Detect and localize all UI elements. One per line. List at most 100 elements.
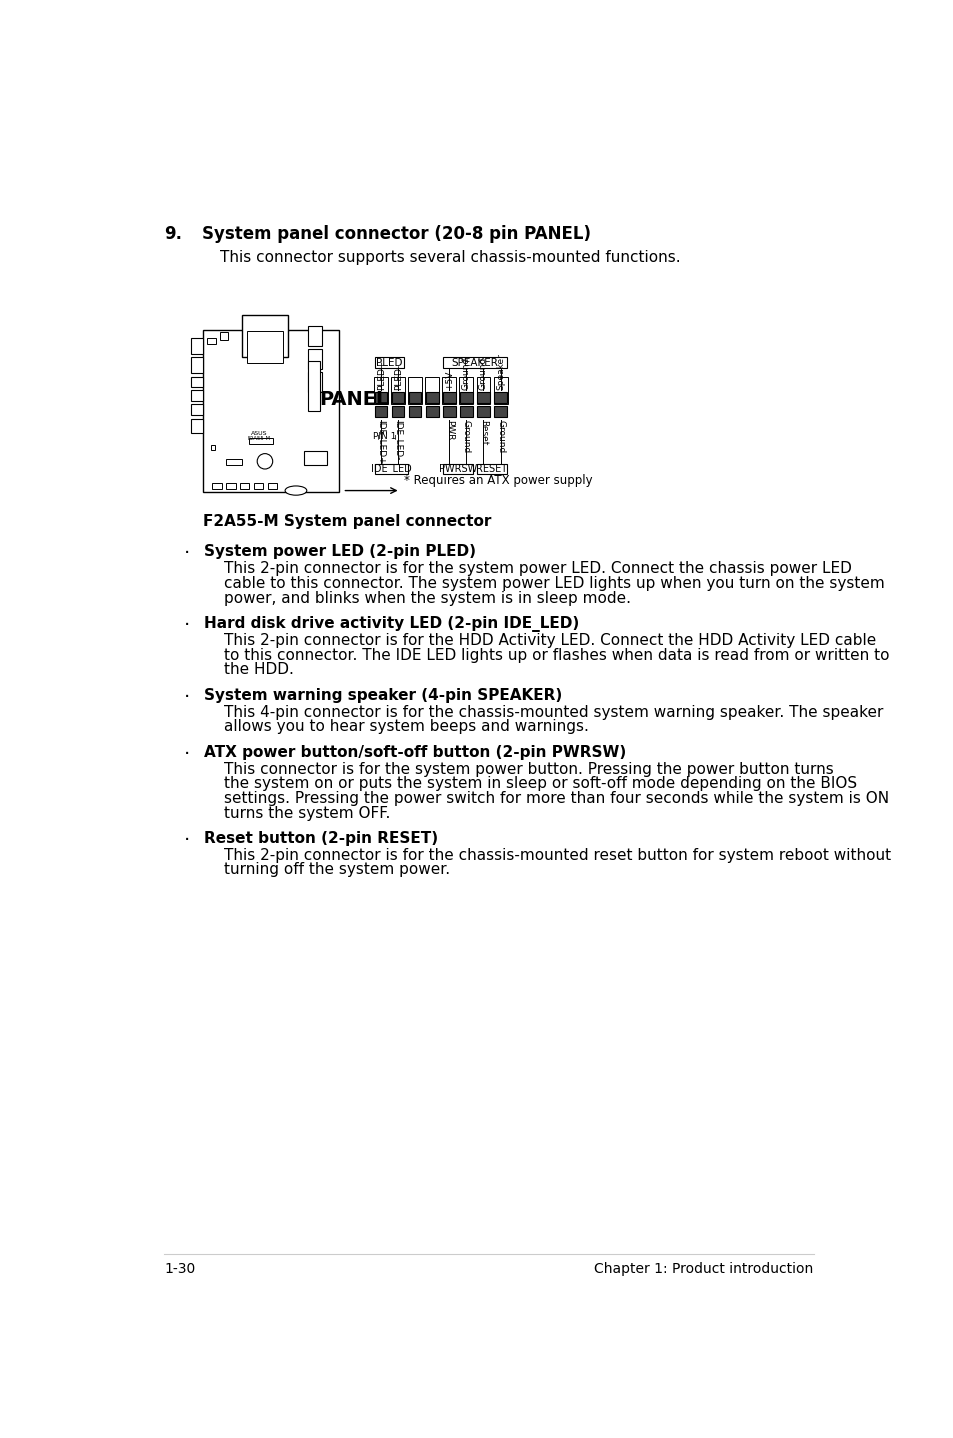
Bar xyxy=(303,452,327,464)
Bar xyxy=(375,358,404,368)
Bar xyxy=(494,393,506,403)
Bar xyxy=(375,393,387,403)
Text: power, and blinks when the system is in sleep mode.: power, and blinks when the system is in … xyxy=(224,591,630,605)
Text: PWRSW: PWRSW xyxy=(438,464,476,475)
Bar xyxy=(476,406,489,417)
Text: This 4-pin connector is for the chassis-mounted system warning speaker. The spea: This 4-pin connector is for the chassis-… xyxy=(224,705,882,719)
Text: IDE_LED: IDE_LED xyxy=(371,463,411,475)
Bar xyxy=(392,393,404,403)
Text: the system on or puts the system in sleep or soft-off mode depending on the BIOS: the system on or puts the system in slee… xyxy=(224,777,856,791)
Bar xyxy=(241,315,288,358)
Text: RESET: RESET xyxy=(476,464,507,475)
Text: to this connector. The IDE LED lights up or flashes when data is read from or wr: to this connector. The IDE LED lights up… xyxy=(224,647,888,663)
Bar xyxy=(211,446,215,450)
Text: IDE_LED-: IDE_LED- xyxy=(394,420,402,460)
Bar xyxy=(493,377,507,404)
Text: This 2-pin connector is for the HDD Activity LED. Connect the HDD Activity LED c: This 2-pin connector is for the HDD Acti… xyxy=(224,633,875,649)
Text: +5V: +5V xyxy=(444,371,454,391)
Bar xyxy=(426,393,438,403)
Bar xyxy=(307,349,321,370)
Bar xyxy=(426,406,438,417)
Bar xyxy=(409,406,421,417)
Text: PLED+: PLED+ xyxy=(376,360,385,391)
Text: PLED-: PLED- xyxy=(394,364,402,391)
Bar xyxy=(375,463,407,475)
Text: F2A55-M: F2A55-M xyxy=(248,436,271,441)
Text: 9.: 9. xyxy=(164,224,182,243)
Bar xyxy=(391,377,405,404)
Bar xyxy=(476,377,490,404)
Bar xyxy=(268,483,277,489)
Text: Ground: Ground xyxy=(461,420,471,453)
Bar xyxy=(375,406,387,417)
Bar xyxy=(249,439,273,444)
Bar xyxy=(459,393,472,403)
Text: Chapter 1: Product introduction: Chapter 1: Product introduction xyxy=(594,1263,813,1276)
Text: System warning speaker (4-pin SPEAKER): System warning speaker (4-pin SPEAKER) xyxy=(204,687,562,703)
Bar xyxy=(409,393,421,403)
Text: ·: · xyxy=(184,745,191,764)
Bar xyxy=(191,418,203,433)
Text: turns the system OFF.: turns the system OFF. xyxy=(224,805,390,821)
Bar xyxy=(494,406,506,417)
Text: allows you to hear system beeps and warnings.: allows you to hear system beeps and warn… xyxy=(224,719,588,735)
Bar xyxy=(207,338,216,344)
Bar xyxy=(443,358,506,368)
Ellipse shape xyxy=(285,486,307,495)
Bar xyxy=(226,483,235,489)
Bar xyxy=(459,406,472,417)
Text: PLED: PLED xyxy=(376,358,402,368)
Bar xyxy=(253,483,263,489)
Text: cable to this connector. The system power LED lights up when you turn on the sys: cable to this connector. The system powe… xyxy=(224,577,883,591)
Text: ASUS: ASUS xyxy=(251,430,267,436)
Bar xyxy=(307,372,321,393)
Bar xyxy=(476,393,489,403)
Text: Ground: Ground xyxy=(478,357,488,391)
Bar xyxy=(191,391,203,401)
Text: Ground: Ground xyxy=(496,420,504,453)
Text: Reset: Reset xyxy=(478,420,488,446)
Circle shape xyxy=(257,453,273,469)
Text: PIN 1: PIN 1 xyxy=(373,431,396,441)
Text: This 2-pin connector is for the chassis-mounted reset button for system reboot w: This 2-pin connector is for the chassis-… xyxy=(224,848,890,863)
Text: ATX power button/soft-off button (2-pin PWRSW): ATX power button/soft-off button (2-pin … xyxy=(204,745,626,759)
Bar xyxy=(203,331,338,492)
Bar xyxy=(191,377,203,387)
Bar xyxy=(226,459,241,464)
Bar xyxy=(307,326,321,345)
Text: F2A55-M System panel connector: F2A55-M System panel connector xyxy=(203,513,491,529)
Text: Speaker: Speaker xyxy=(496,354,504,391)
Text: settings. Pressing the power switch for more than four seconds while the system : settings. Pressing the power switch for … xyxy=(224,791,888,805)
Text: ·: · xyxy=(184,615,191,636)
Bar xyxy=(443,463,472,475)
Text: SPEAKER: SPEAKER xyxy=(451,358,497,368)
Bar xyxy=(220,332,228,339)
Bar xyxy=(374,377,388,404)
Bar xyxy=(191,338,203,354)
Bar xyxy=(459,377,473,404)
Bar xyxy=(408,377,422,404)
Text: the HDD.: the HDD. xyxy=(224,663,294,677)
Bar xyxy=(212,483,221,489)
Text: PANEL: PANEL xyxy=(319,390,388,410)
Text: ·: · xyxy=(184,545,191,564)
Text: Reset button (2-pin RESET): Reset button (2-pin RESET) xyxy=(204,831,438,846)
Bar xyxy=(442,377,456,404)
Text: ·: · xyxy=(184,831,191,850)
Text: This connector is for the system power button. Pressing the power button turns: This connector is for the system power b… xyxy=(224,762,833,777)
Text: ·: · xyxy=(184,687,191,706)
Bar xyxy=(443,393,456,403)
Text: This connector supports several chassis-mounted functions.: This connector supports several chassis-… xyxy=(220,250,679,265)
Bar xyxy=(443,406,456,417)
Text: IDE_LED+: IDE_LED+ xyxy=(376,420,385,464)
Text: This 2-pin connector is for the system power LED. Connect the chassis power LED: This 2-pin connector is for the system p… xyxy=(224,561,851,577)
Text: turning off the system power.: turning off the system power. xyxy=(224,863,450,877)
Text: Hard disk drive activity LED (2-pin IDE_LED): Hard disk drive activity LED (2-pin IDE_… xyxy=(204,615,579,633)
Bar xyxy=(476,463,506,475)
Text: * Requires an ATX power supply: * Requires an ATX power supply xyxy=(403,475,592,487)
Bar xyxy=(247,331,282,362)
Text: 1-30: 1-30 xyxy=(164,1263,195,1276)
Bar xyxy=(191,404,203,416)
Bar xyxy=(240,483,249,489)
Text: System power LED (2-pin PLED): System power LED (2-pin PLED) xyxy=(204,545,476,559)
